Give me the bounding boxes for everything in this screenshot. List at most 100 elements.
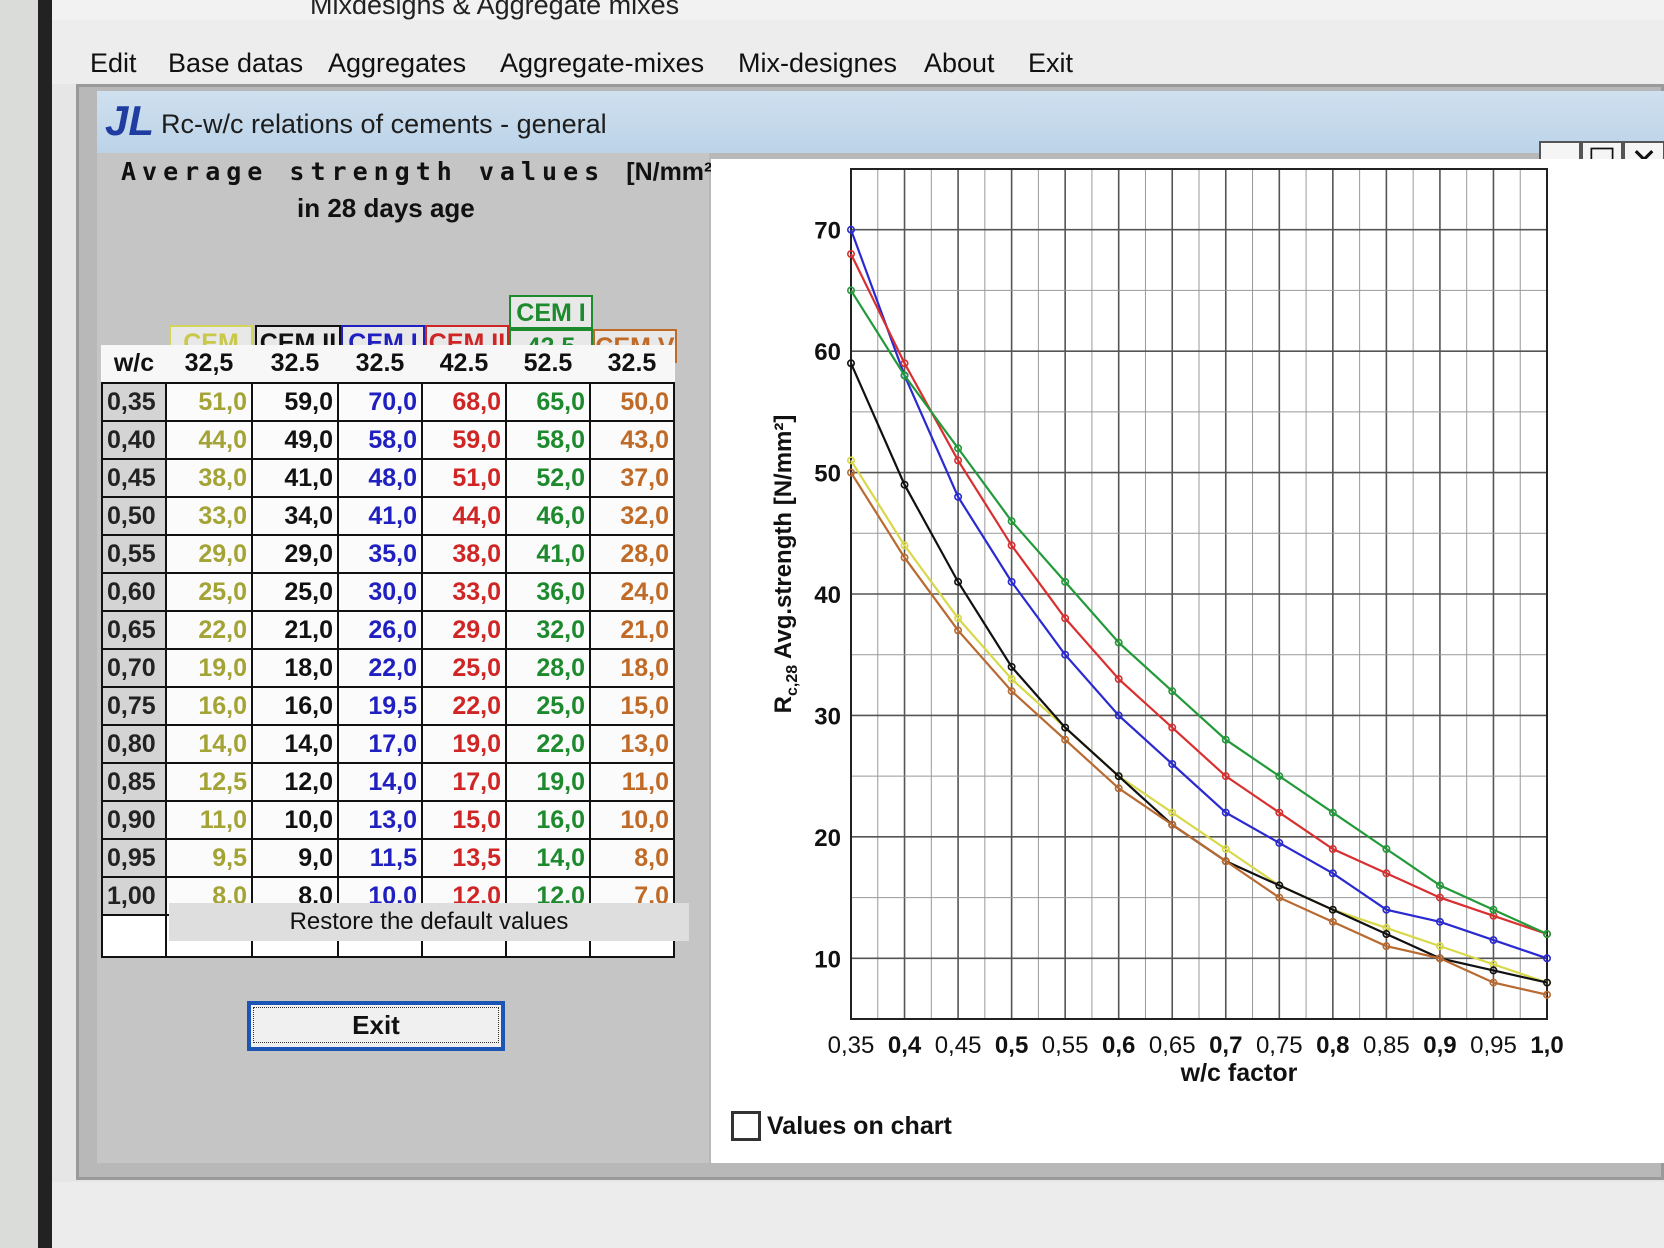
values-on-chart-checkbox[interactable]	[731, 1111, 761, 1141]
strength-cell[interactable]: 14,0	[251, 724, 339, 764]
strength-cell[interactable]: 12,0	[251, 762, 339, 802]
strength-cell[interactable]: 59,0	[421, 420, 507, 460]
series-point-4	[954, 456, 963, 465]
strength-cell[interactable]: 25,0	[251, 572, 339, 612]
strength-cell[interactable]: 30,0	[337, 572, 423, 612]
strength-cell[interactable]: 29,0	[165, 534, 253, 574]
strength-cell[interactable]: 9,0	[251, 838, 339, 878]
strength-cell[interactable]: 51,0	[165, 382, 253, 422]
menu-mix-designes[interactable]: Mix-designes	[738, 48, 898, 78]
y-tick-label: 30	[814, 703, 841, 730]
series-point-2	[1114, 772, 1123, 781]
strength-cell[interactable]: 24,0	[589, 572, 675, 612]
strength-cell[interactable]: 11,5	[337, 838, 423, 878]
strength-cell[interactable]: 19,0	[505, 762, 591, 802]
strength-cell[interactable]: 16,0	[505, 800, 591, 840]
strength-cell[interactable]: 15,0	[421, 800, 507, 840]
strength-cell[interactable]: 25,0	[505, 686, 591, 726]
strength-cell[interactable]: 21,0	[589, 610, 675, 650]
empty-cell[interactable]	[101, 914, 167, 958]
strength-cell[interactable]: 17,0	[421, 762, 507, 802]
strength-cell[interactable]: 9,5	[165, 838, 253, 878]
strength-cell[interactable]: 70,0	[337, 382, 423, 422]
series-point-2	[1328, 905, 1337, 914]
strength-cell[interactable]: 15,0	[589, 686, 675, 726]
strength-cell[interactable]: 16,0	[251, 686, 339, 726]
strength-cell[interactable]: 10,0	[251, 800, 339, 840]
strength-cell[interactable]: 38,0	[165, 458, 253, 498]
strength-cell[interactable]: 14,0	[165, 724, 253, 764]
strength-cell[interactable]: 25,0	[421, 648, 507, 688]
strength-cell[interactable]: 43,0	[589, 420, 675, 460]
strength-cell[interactable]: 13,0	[337, 800, 423, 840]
strength-cell[interactable]: 22,0	[505, 724, 591, 764]
strength-cell[interactable]: 32,0	[589, 496, 675, 536]
strength-cell[interactable]: 52,0	[505, 458, 591, 498]
exit-button[interactable]: Exit	[247, 1001, 505, 1051]
strength-cell[interactable]: 19,5	[337, 686, 423, 726]
strength-cell[interactable]: 44,0	[165, 420, 253, 460]
strength-cell[interactable]: 29,0	[421, 610, 507, 650]
strength-cell[interactable]: 8,0	[589, 838, 675, 878]
strength-cell[interactable]: 18,0	[589, 648, 675, 688]
strength-cell[interactable]: 49,0	[251, 420, 339, 460]
strength-cell[interactable]: 14,0	[337, 762, 423, 802]
strength-cell[interactable]: 58,0	[505, 420, 591, 460]
strength-cell[interactable]: 28,0	[505, 648, 591, 688]
strength-cell[interactable]: 13,5	[421, 838, 507, 878]
menu-about[interactable]: About	[924, 48, 995, 78]
series-point-6	[847, 468, 856, 477]
wc-cell: 0,75	[101, 686, 167, 726]
strength-cell[interactable]: 58,0	[337, 420, 423, 460]
series-point-1	[1221, 844, 1230, 853]
strength-cell[interactable]: 46,0	[505, 496, 591, 536]
menu-aggregates[interactable]: Aggregates	[328, 48, 467, 78]
strength-cell[interactable]: 11,0	[589, 762, 675, 802]
strength-cell[interactable]: 48,0	[337, 458, 423, 498]
strength-cell[interactable]: 12,5	[165, 762, 253, 802]
strength-cell[interactable]: 17,0	[337, 724, 423, 764]
menu-exit[interactable]: Exit	[1028, 48, 1074, 78]
strength-cell[interactable]: 29,0	[251, 534, 339, 574]
strength-cell[interactable]: 44,0	[421, 496, 507, 536]
strength-cell[interactable]: 41,0	[505, 534, 591, 574]
strength-cell[interactable]: 22,0	[421, 686, 507, 726]
strength-cell[interactable]: 19,0	[165, 648, 253, 688]
menu-base-datas[interactable]: Base datas	[168, 48, 304, 78]
menu-aggregate-mixes[interactable]: Aggregate-mixes	[500, 48, 705, 78]
strength-cell[interactable]: 22,0	[165, 610, 253, 650]
class-column-header: 52.5	[506, 345, 590, 384]
values-on-chart-toggle[interactable]: Values on chart	[731, 1111, 952, 1141]
strength-cell[interactable]: 10,0	[589, 800, 675, 840]
strength-cell[interactable]: 18,0	[251, 648, 339, 688]
strength-cell[interactable]: 41,0	[337, 496, 423, 536]
strength-cell[interactable]: 38,0	[421, 534, 507, 574]
strength-cell[interactable]: 33,0	[421, 572, 507, 612]
strength-cell[interactable]: 50,0	[589, 382, 675, 422]
strength-cell[interactable]: 28,0	[589, 534, 675, 574]
strength-cell[interactable]: 35,0	[337, 534, 423, 574]
strength-cell[interactable]: 16,0	[165, 686, 253, 726]
strength-cell[interactable]: 41,0	[251, 458, 339, 498]
menu-edit[interactable]: Edit	[90, 48, 137, 78]
strength-cell[interactable]: 22,0	[337, 648, 423, 688]
strength-cell[interactable]: 36,0	[505, 572, 591, 612]
strength-cell[interactable]: 34,0	[251, 496, 339, 536]
restore-defaults-button[interactable]: Restore the default values	[169, 903, 689, 941]
strength-cell[interactable]: 13,0	[589, 724, 675, 764]
strength-cell[interactable]: 14,0	[505, 838, 591, 878]
strength-cell[interactable]: 65,0	[505, 382, 591, 422]
strength-cell[interactable]: 37,0	[589, 458, 675, 498]
table-panel: Average strength values [N/mm²] in 28 da…	[97, 153, 721, 1163]
strength-cell[interactable]: 25,0	[165, 572, 253, 612]
strength-cell[interactable]: 26,0	[337, 610, 423, 650]
strength-cell[interactable]: 11,0	[165, 800, 253, 840]
series-point-4	[1007, 541, 1016, 550]
strength-cell[interactable]: 59,0	[251, 382, 339, 422]
strength-cell[interactable]: 32,0	[505, 610, 591, 650]
strength-cell[interactable]: 68,0	[421, 382, 507, 422]
strength-cell[interactable]: 19,0	[421, 724, 507, 764]
strength-cell[interactable]: 33,0	[165, 496, 253, 536]
strength-cell[interactable]: 51,0	[421, 458, 507, 498]
strength-cell[interactable]: 21,0	[251, 610, 339, 650]
